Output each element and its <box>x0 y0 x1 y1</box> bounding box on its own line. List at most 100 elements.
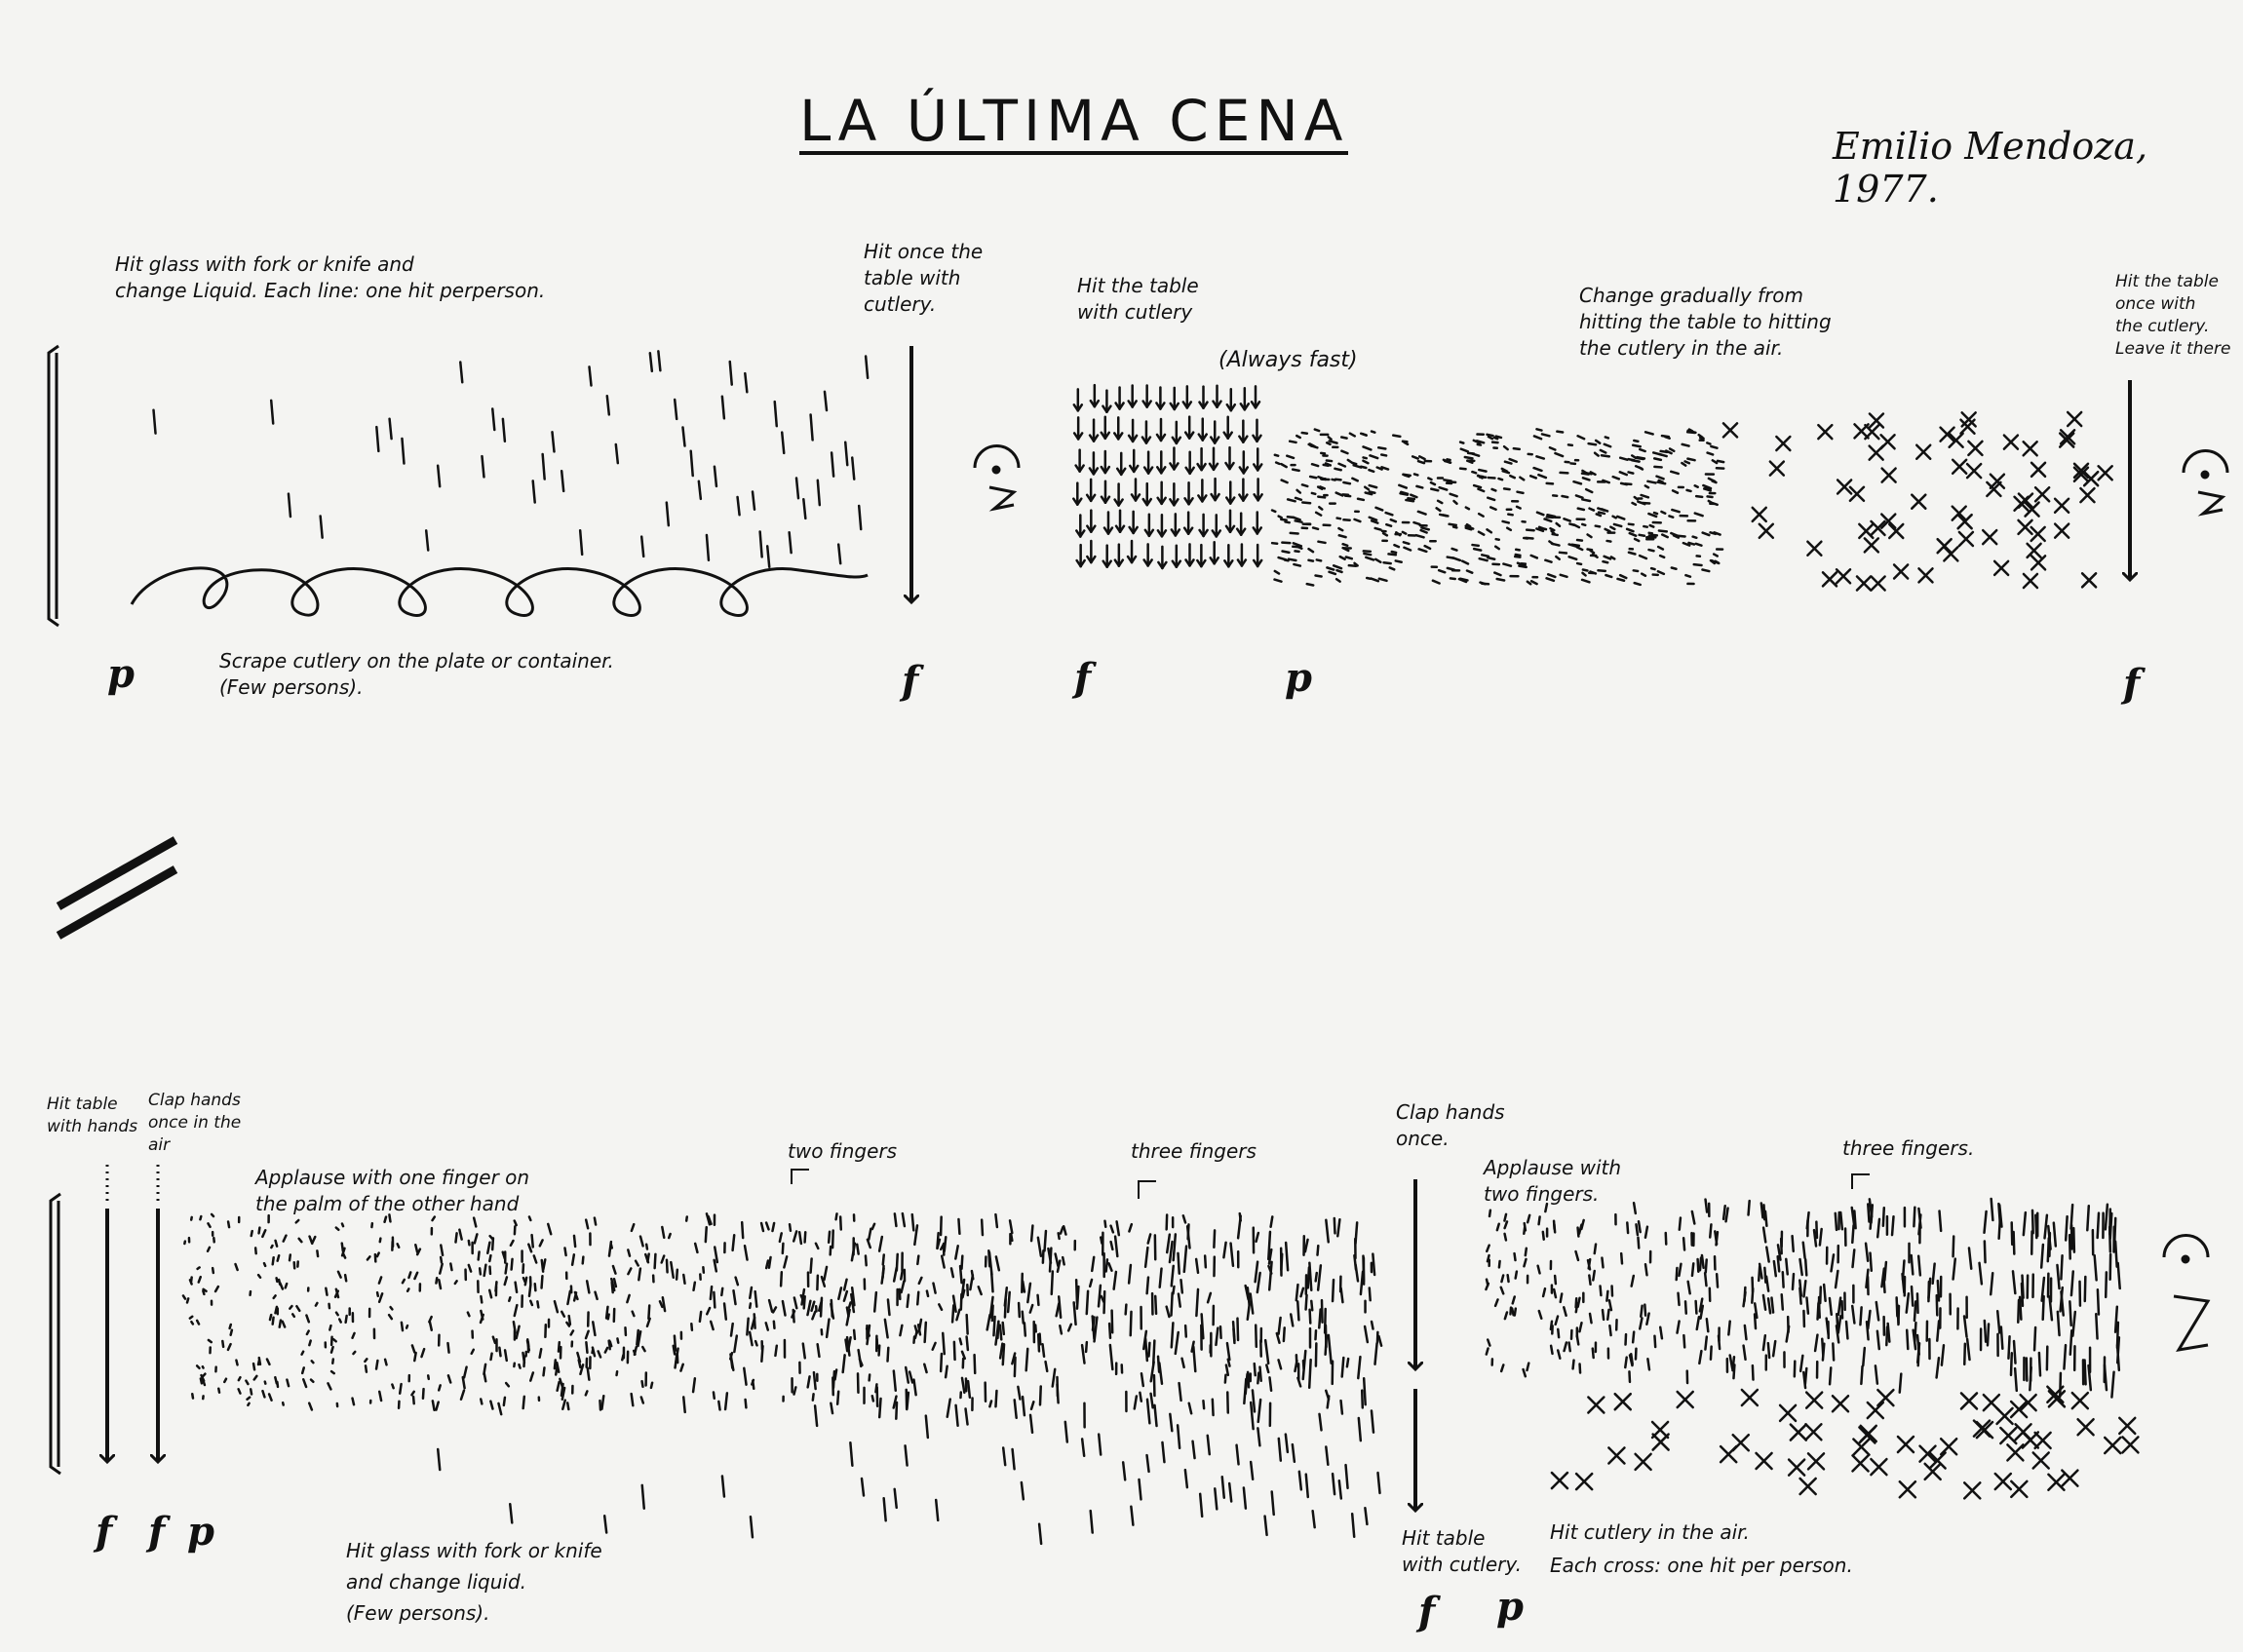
applause-mark <box>660 1254 666 1264</box>
applause-mark <box>301 1378 308 1389</box>
fast-hit-mark <box>1368 483 1378 489</box>
applause-mark <box>1143 1337 1149 1363</box>
applause-mark <box>276 1253 281 1262</box>
fast-hit-mark <box>1543 518 1553 523</box>
applause-mark <box>1333 1216 1336 1235</box>
applause-mark <box>1255 1231 1260 1244</box>
fast-hit-mark <box>1657 529 1669 533</box>
fast-hit-mark <box>1618 573 1628 580</box>
glass-hit-mark <box>673 398 678 421</box>
fast-hit-mark <box>1694 494 1704 499</box>
applause-mark <box>1694 1299 1698 1315</box>
applause-mark <box>1326 1395 1331 1409</box>
fast-hit-mark <box>1351 477 1359 482</box>
applause-mark <box>913 1329 918 1340</box>
applause-mark <box>1372 1252 1376 1277</box>
applause-mark <box>435 1277 439 1285</box>
fast-hit-mark <box>1514 553 1522 557</box>
fast-hit-mark <box>1602 479 1611 484</box>
applause-mark <box>1180 1357 1185 1369</box>
applause-mark <box>1690 1262 1695 1278</box>
applause-mark <box>1742 1290 1747 1308</box>
applause-mark <box>1544 1202 1549 1213</box>
applause-mark <box>494 1281 498 1292</box>
fast-hit-mark <box>1599 448 1607 454</box>
applause-mark <box>797 1230 803 1246</box>
applause-mark <box>1830 1253 1836 1273</box>
fast-hit-mark <box>1529 580 1538 586</box>
fast-hit-mark <box>1403 546 1412 552</box>
applause-mark <box>497 1402 503 1416</box>
applause-mark <box>1165 1305 1171 1319</box>
fast-hit-mark <box>1640 572 1647 577</box>
applause-mark <box>1244 1284 1250 1301</box>
applause-mark <box>1732 1364 1736 1380</box>
glass-hit-mark <box>1214 1487 1218 1511</box>
applause-mark <box>733 1334 739 1354</box>
applause-mark <box>483 1363 487 1376</box>
applause-mark <box>1354 1263 1360 1283</box>
applause-mark <box>872 1290 878 1313</box>
applause-mark <box>1028 1303 1034 1314</box>
applause-mark <box>1905 1292 1911 1314</box>
fast-hit-mark <box>1503 460 1513 465</box>
cross-mark <box>1963 1481 1982 1500</box>
applause-mark <box>958 1337 963 1346</box>
applause-mark <box>327 1382 332 1391</box>
applause-mark <box>237 1388 242 1395</box>
applause-mark <box>939 1352 944 1373</box>
applause-mark <box>284 1282 289 1289</box>
fast-hit-mark <box>1420 526 1431 531</box>
fast-hit-mark <box>1452 499 1458 505</box>
cross-mark <box>2047 1390 2067 1408</box>
applause-mark <box>1146 1233 1152 1245</box>
dynamic-f-1: f <box>902 658 919 704</box>
fast-hit-mark <box>1308 442 1317 448</box>
applause-mark <box>490 1237 495 1251</box>
glass-hit-mark <box>269 399 275 425</box>
applause-mark <box>612 1277 618 1288</box>
applause-mark <box>865 1326 871 1337</box>
applause-mark <box>508 1295 512 1302</box>
fast-hit-mark <box>1379 453 1388 457</box>
glass-hit-mark <box>1227 1481 1233 1503</box>
applause-mark <box>638 1267 642 1282</box>
glass-hit-mark <box>749 1515 754 1539</box>
applause-mark <box>1765 1246 1770 1263</box>
applause-mark <box>593 1216 598 1226</box>
cross-mark <box>2070 1391 2090 1410</box>
fast-hit-mark <box>1647 548 1655 553</box>
fast-hit-mark <box>1600 453 1611 458</box>
applause-mark <box>487 1288 493 1299</box>
applause-mark <box>1761 1333 1767 1352</box>
applause-mark <box>1215 1326 1219 1347</box>
applause-mark <box>1927 1277 1932 1300</box>
applause-mark <box>886 1346 890 1363</box>
applause-mark <box>744 1398 748 1409</box>
applause-mark <box>1686 1280 1691 1295</box>
applause-mark <box>237 1375 242 1382</box>
applause-mark <box>501 1250 507 1260</box>
applause-mark <box>1115 1220 1121 1237</box>
glass-hit-mark <box>1063 1420 1069 1443</box>
applause-mark <box>952 1340 956 1362</box>
fast-hit-mark <box>1682 541 1691 547</box>
cross-mark <box>1870 1457 1888 1477</box>
applause-mark <box>577 1359 582 1369</box>
applause-mark <box>939 1215 943 1237</box>
fast-hit-mark <box>1446 480 1457 484</box>
applause-mark <box>1331 1278 1335 1303</box>
fast-hit-mark <box>1656 480 1667 485</box>
fast-hit-mark <box>1368 490 1376 494</box>
fast-hit-mark <box>1281 541 1292 545</box>
applause-mark <box>954 1245 959 1260</box>
applause-mark <box>1853 1210 1857 1230</box>
applause-mark <box>1224 1364 1230 1377</box>
applause-mark <box>801 1342 806 1360</box>
applause-mark <box>265 1358 271 1366</box>
applause-mark <box>1109 1224 1115 1234</box>
applause-mark <box>1110 1309 1114 1334</box>
applause-mark <box>461 1375 466 1390</box>
applause-mark <box>1638 1317 1644 1330</box>
fast-hit-mark <box>1370 519 1379 524</box>
